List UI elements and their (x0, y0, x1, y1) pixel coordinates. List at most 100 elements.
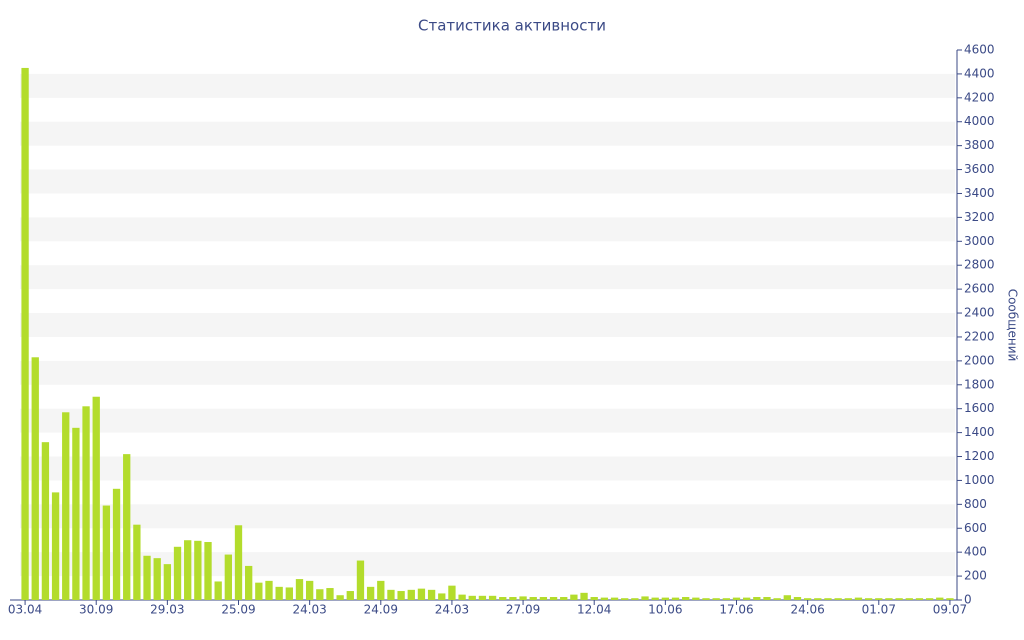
bar (539, 597, 548, 600)
bar (671, 597, 680, 600)
bar (560, 597, 568, 600)
bar (214, 581, 222, 600)
grid-band (20, 552, 955, 577)
y-tick-label: 3600 (964, 162, 995, 176)
bar (204, 542, 212, 600)
bar (570, 594, 578, 600)
bar (814, 598, 822, 600)
bar (946, 598, 954, 600)
y-tick-label: 1000 (964, 473, 995, 487)
bar (722, 598, 730, 600)
grid-band (20, 456, 955, 481)
y-tick-label: 1800 (964, 377, 995, 391)
bar (194, 540, 202, 600)
bar (641, 596, 649, 600)
grid-band (20, 504, 955, 529)
bar (153, 558, 161, 600)
y-tick-label: 800 (964, 497, 987, 511)
bar (326, 588, 334, 600)
bar (112, 488, 121, 600)
y-tick-label: 3800 (964, 138, 995, 152)
bar (448, 585, 456, 600)
bar (864, 598, 873, 600)
y-tick-label: 2400 (964, 306, 995, 320)
bar (773, 598, 781, 600)
bar (488, 595, 497, 600)
bar (133, 524, 141, 600)
bar (875, 598, 883, 600)
y-tick-label: 2200 (964, 329, 995, 343)
bar (62, 412, 70, 600)
x-tick-label: 01.07 (862, 603, 896, 617)
bar (245, 565, 253, 600)
bar (285, 587, 293, 600)
bar (753, 597, 761, 600)
y-tick-label: 2600 (964, 282, 995, 296)
grid-band (20, 169, 955, 194)
bar (173, 546, 182, 600)
bar (702, 598, 710, 600)
x-tick-label: 29.03 (150, 603, 184, 617)
x-tick-label: 24.09 (364, 603, 398, 617)
bar (692, 597, 700, 600)
x-tick-label: 27.09 (506, 603, 540, 617)
bar (499, 597, 507, 600)
bar (590, 597, 598, 600)
bar (234, 525, 243, 600)
bar (224, 554, 233, 600)
bar (742, 597, 751, 600)
bar (143, 555, 151, 600)
y-tick-label: 200 (964, 569, 987, 583)
bar (580, 592, 588, 600)
y-tick-label: 3400 (964, 186, 995, 200)
bar (478, 595, 487, 600)
y-tick-label: 600 (964, 521, 987, 535)
bar (905, 598, 913, 600)
x-tick-label: 03.04 (8, 603, 42, 617)
bar (915, 598, 924, 600)
x-tick-label: 24.03 (292, 603, 326, 617)
grid-band (20, 73, 955, 98)
bar (610, 597, 619, 600)
chart-title: Статистика активности (418, 17, 606, 35)
x-tick-label: 17.06 (719, 603, 753, 617)
bar (651, 597, 659, 600)
bar (346, 591, 354, 600)
bar (82, 406, 90, 600)
bar (529, 597, 537, 600)
grid-band (20, 265, 955, 290)
bar (377, 580, 385, 600)
bar (184, 540, 192, 600)
x-tick-label: 10.06 (648, 603, 682, 617)
x-tick-label: 25.09 (221, 603, 255, 617)
bar (31, 357, 39, 600)
y-tick-label: 400 (964, 545, 987, 559)
bar (793, 597, 802, 600)
bar (72, 427, 80, 600)
bar (621, 598, 629, 600)
bar (763, 597, 771, 600)
x-tick-label: 09.07 (933, 603, 967, 617)
bar (123, 454, 131, 600)
bar (316, 589, 324, 600)
bar (631, 598, 639, 600)
bar (397, 591, 405, 600)
bar (295, 579, 304, 600)
y-tick-label: 1200 (964, 449, 995, 463)
bar (92, 396, 100, 600)
y-tick-label: 0 (964, 593, 972, 607)
bar (387, 589, 395, 600)
y-tick-label: 4000 (964, 114, 995, 128)
y-tick-label: 1400 (964, 425, 995, 439)
bar (366, 586, 375, 600)
bar (356, 560, 365, 600)
y-tick-label: 1600 (964, 401, 995, 415)
bar (895, 598, 903, 600)
bar (163, 564, 172, 600)
bar (407, 589, 415, 600)
bar (925, 598, 934, 600)
bar (854, 597, 863, 600)
bar (936, 597, 944, 600)
bar (427, 589, 436, 600)
bar (51, 492, 60, 600)
